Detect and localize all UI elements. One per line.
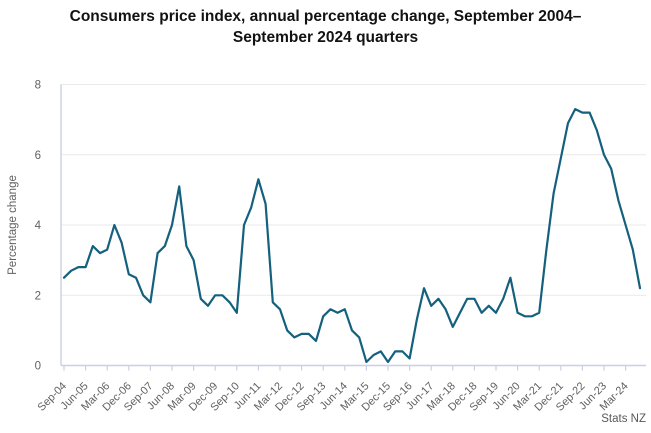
- chart-title: Consumers price index, annual percentage…: [69, 8, 582, 46]
- source-label: Stats NZ: [601, 413, 646, 425]
- y-tick-label: 0: [35, 361, 41, 373]
- y-tick-label: 2: [35, 290, 41, 302]
- y-tick-label: 6: [35, 150, 41, 162]
- y-axis-title: Percentage change: [7, 175, 19, 275]
- cpi-series-line: [62, 107, 642, 364]
- y-tick-label: 8: [35, 80, 41, 92]
- y-tick-label: 4: [35, 220, 42, 232]
